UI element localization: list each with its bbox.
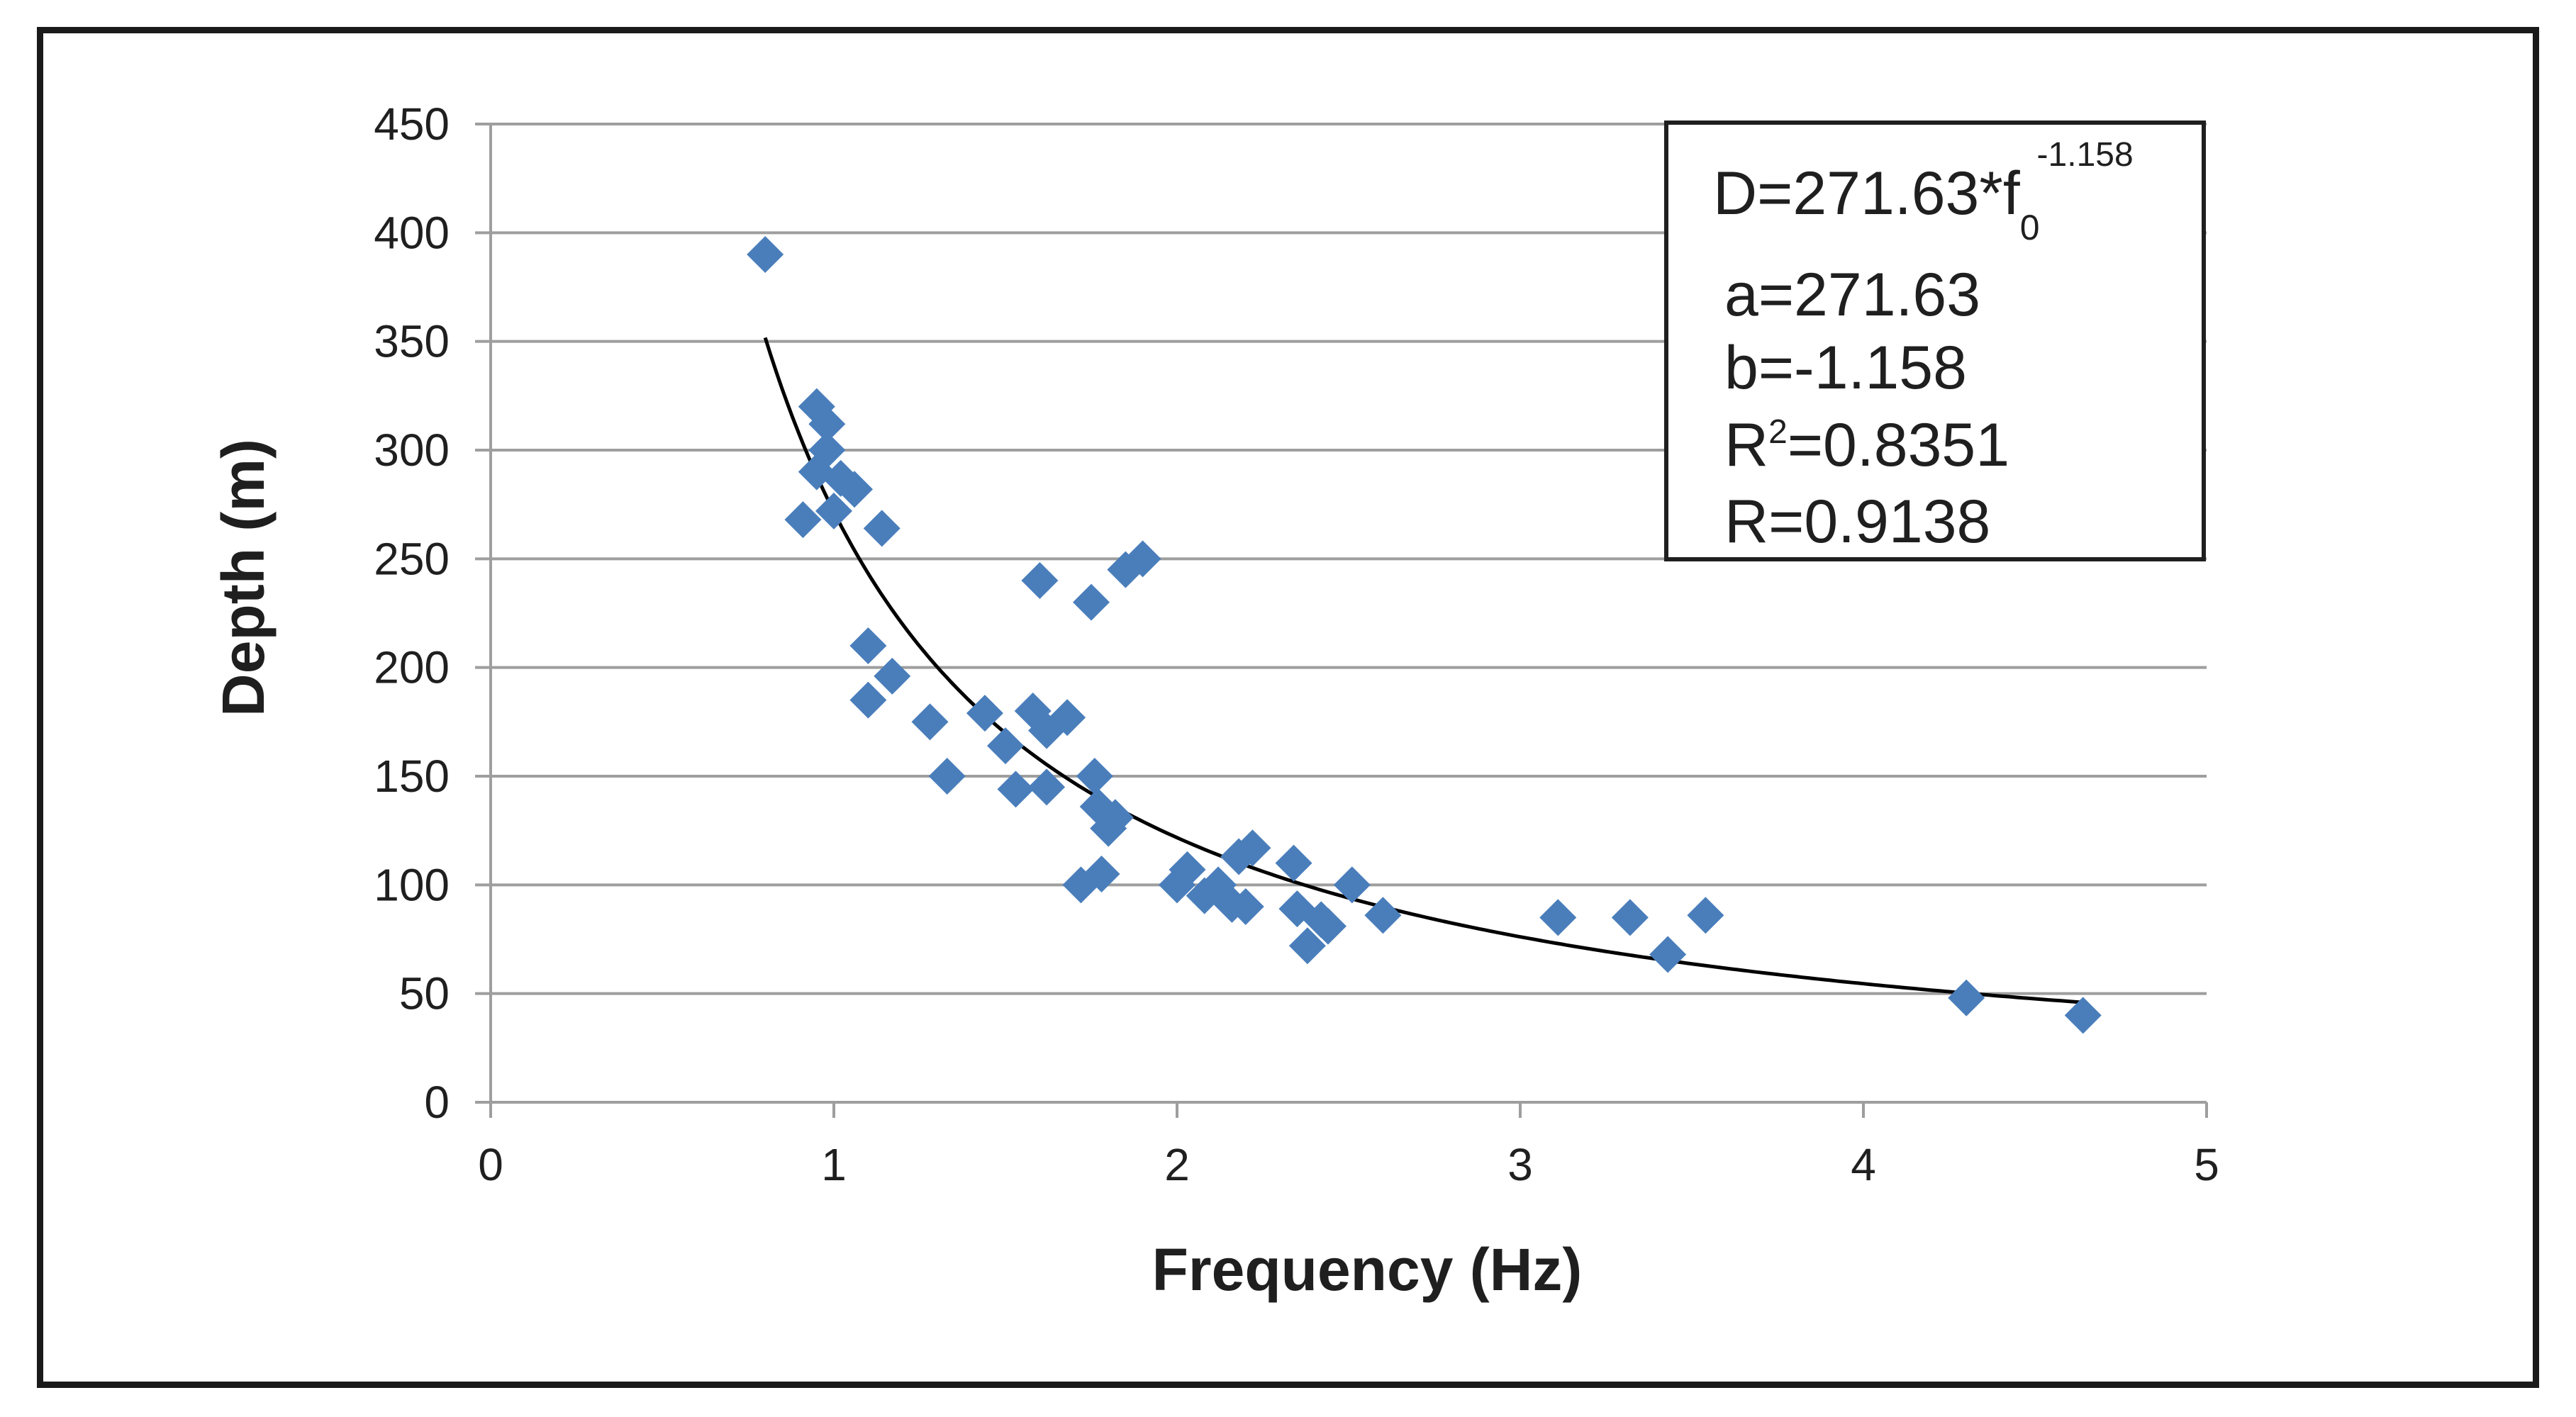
data-point-0-29	[1096, 799, 1134, 836]
data-point-0-14	[928, 758, 966, 795]
data-point-0-4	[808, 432, 846, 469]
data-point-0-20	[1028, 768, 1066, 806]
x-tick-label-4: 4	[1851, 1139, 1876, 1190]
data-point-0-23	[1073, 583, 1110, 621]
equation-subscript: 0	[2020, 208, 2040, 247]
y-tick-label-100: 100	[374, 859, 450, 910]
equation-box: D=271.63*f0 -1.158 a=271.63 b=-1.158 R2=0…	[1664, 121, 2206, 561]
data-point-0-17	[997, 771, 1035, 808]
data-point-0-9	[863, 510, 901, 547]
data-point-0-42	[1288, 927, 1326, 965]
data-points	[747, 236, 2102, 1034]
equation-main: D=271.63*f	[1713, 159, 2021, 228]
data-point-0-44	[1309, 907, 1346, 945]
data-point-0-46	[1364, 897, 1402, 934]
data-point-0-51	[1948, 979, 1985, 1016]
y-tick-label-0: 0	[424, 1077, 450, 1128]
data-point-0-22	[1021, 562, 1059, 599]
r-squared-value: =0.8351	[1788, 411, 2009, 479]
data-point-0-47	[1539, 899, 1577, 936]
x-tick-label-2: 2	[1164, 1139, 1190, 1190]
r-squared-superscript: 2	[1768, 413, 1788, 451]
x-tick-label-5: 5	[2194, 1139, 2219, 1190]
data-point-0-49	[1649, 936, 1687, 973]
data-point-0-38	[1227, 888, 1264, 925]
data-point-0-13	[911, 703, 949, 741]
data-point-0-31	[1083, 856, 1120, 892]
y-tick-label-200: 200	[374, 642, 450, 693]
y-tick-label-350: 350	[374, 316, 450, 367]
equation-superscript: -1.158	[2037, 136, 2134, 174]
x-tick-label-1: 1	[821, 1139, 847, 1190]
y-tick-label-400: 400	[374, 207, 450, 258]
y-tick-label-150: 150	[374, 751, 450, 802]
data-point-0-5	[808, 405, 846, 443]
data-point-0-12	[849, 681, 887, 719]
equation-text: D=271.63*f0 -1.158	[1713, 136, 2134, 247]
tick-labels: 0 50 100 150 200 250 300 350 400 450 0 1 2 3 4 5	[374, 99, 2219, 1190]
data-point-0-8	[836, 471, 874, 508]
r-squared-prefix: R	[1724, 411, 1768, 479]
y-axis-title: Depth (m)	[210, 439, 277, 717]
data-point-0-11	[874, 657, 911, 695]
data-point-0-25	[1124, 540, 1161, 578]
data-point-0-52	[2064, 997, 2102, 1034]
r-value-label: R=0.9138	[1724, 488, 1990, 556]
data-point-0-45	[1333, 866, 1371, 904]
axes	[475, 123, 2208, 1118]
data-point-0-1	[784, 501, 822, 539]
b-value-label: b=-1.158	[1724, 334, 1967, 402]
y-tick-label-250: 250	[374, 533, 450, 584]
data-point-0-48	[1611, 899, 1649, 936]
x-tick-label-3: 3	[1507, 1139, 1533, 1190]
y-tick-label-50: 50	[399, 968, 450, 1019]
equation-box-border	[1664, 121, 2206, 561]
y-tick-label-450: 450	[374, 99, 450, 150]
data-point-0-21	[1049, 699, 1086, 736]
r-squared-label: R2=0.8351	[1724, 411, 2009, 479]
data-point-0-15	[966, 695, 1003, 732]
data-point-0-10	[849, 627, 887, 664]
a-value-label: a=271.63	[1724, 261, 1980, 329]
data-point-0-40	[1275, 844, 1312, 882]
data-point-0-26	[1076, 758, 1113, 795]
data-point-0-33	[1169, 851, 1206, 888]
data-point-0-50	[1687, 897, 1724, 934]
data-point-0-16	[987, 727, 1024, 765]
data-point-0-6	[815, 492, 852, 530]
x-axis-title: Frequency (Hz)	[1152, 1236, 1583, 1303]
y-tick-label-300: 300	[374, 425, 450, 476]
data-point-0-0	[747, 236, 784, 273]
x-tick-label-0: 0	[478, 1139, 503, 1190]
data-point-0-39	[1234, 829, 1271, 867]
